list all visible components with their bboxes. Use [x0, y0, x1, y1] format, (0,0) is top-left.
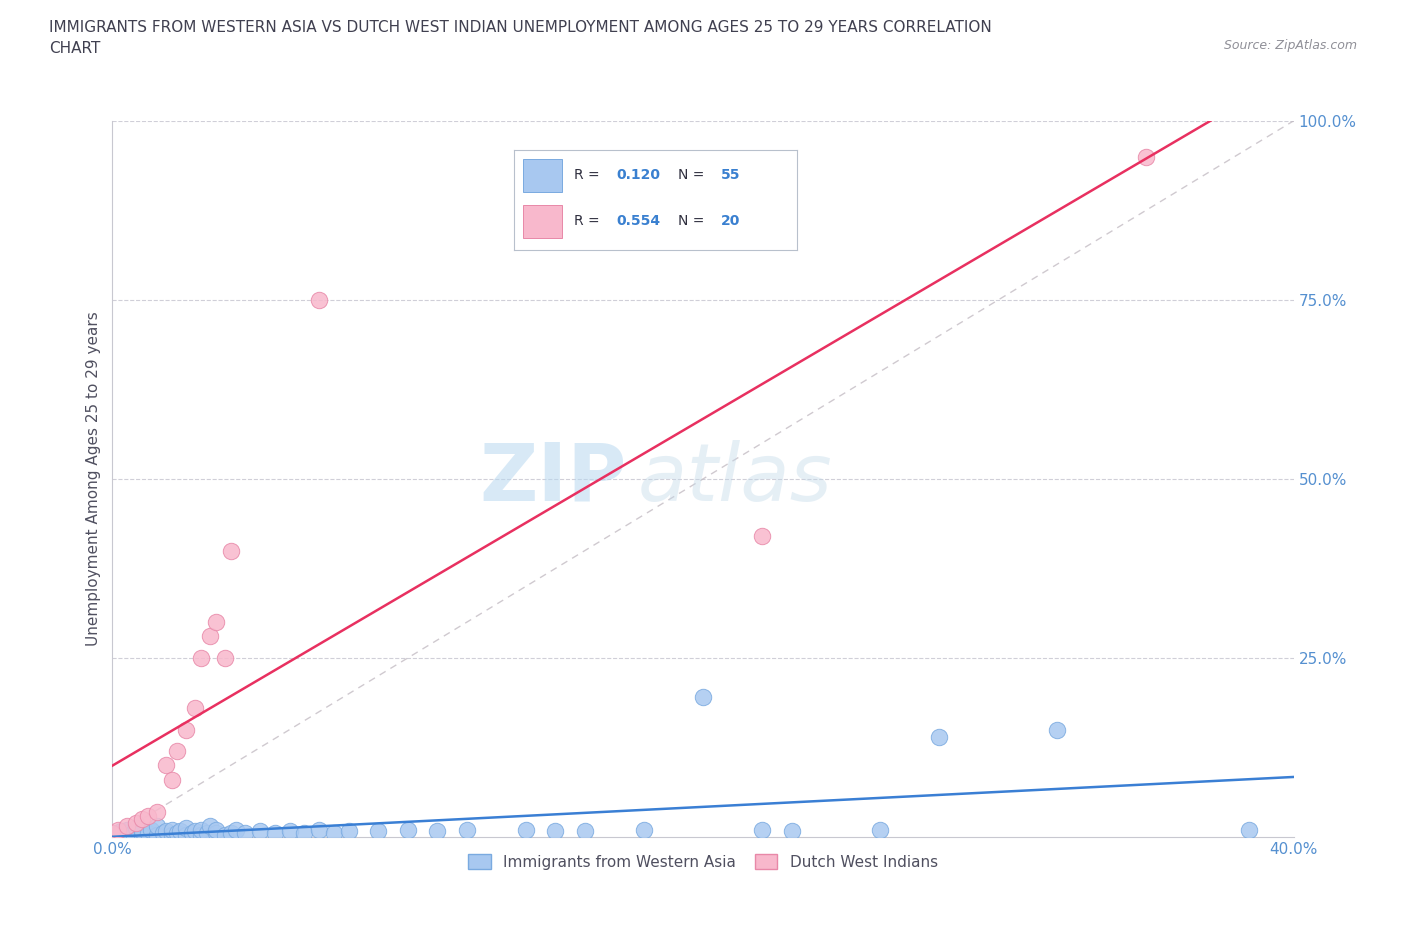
- Point: [190, 828, 212, 843]
- Point: [131, 824, 153, 839]
- Point: [131, 828, 153, 843]
- Point: [278, 824, 301, 839]
- Point: [184, 824, 207, 839]
- Point: [190, 822, 212, 837]
- Point: [190, 651, 212, 666]
- Text: atlas: atlas: [638, 440, 832, 518]
- Point: [1046, 722, 1069, 737]
- Point: [308, 293, 330, 308]
- Point: [292, 826, 315, 841]
- Point: [101, 826, 124, 841]
- Point: [205, 615, 228, 630]
- Point: [155, 758, 177, 773]
- Point: [166, 826, 188, 841]
- Point: [160, 772, 183, 787]
- Point: [122, 826, 145, 841]
- Point: [174, 821, 197, 836]
- Point: [323, 826, 346, 841]
- Point: [125, 821, 148, 836]
- Point: [184, 700, 207, 715]
- Point: [396, 822, 419, 837]
- Point: [160, 828, 183, 843]
- Legend: Immigrants from Western Asia, Dutch West Indians: Immigrants from Western Asia, Dutch West…: [463, 848, 943, 876]
- Point: [249, 824, 271, 839]
- Point: [780, 824, 803, 839]
- Y-axis label: Unemployment Among Ages 25 to 29 years: Unemployment Among Ages 25 to 29 years: [86, 312, 101, 646]
- Point: [181, 826, 204, 841]
- Point: [214, 828, 236, 843]
- Point: [117, 822, 138, 837]
- Text: Source: ZipAtlas.com: Source: ZipAtlas.com: [1223, 39, 1357, 52]
- Text: ZIP: ZIP: [479, 440, 626, 518]
- Point: [308, 822, 330, 837]
- Point: [146, 828, 169, 843]
- Point: [169, 824, 191, 839]
- Point: [264, 826, 287, 841]
- Point: [426, 824, 449, 839]
- Point: [107, 822, 129, 837]
- Point: [117, 818, 138, 833]
- Point: [125, 816, 148, 830]
- Point: [515, 822, 537, 837]
- Point: [205, 822, 228, 837]
- Point: [198, 629, 221, 644]
- Point: [146, 804, 169, 819]
- Point: [692, 690, 714, 705]
- Text: IMMIGRANTS FROM WESTERN ASIA VS DUTCH WEST INDIAN UNEMPLOYMENT AMONG AGES 25 TO : IMMIGRANTS FROM WESTERN ASIA VS DUTCH WE…: [49, 20, 993, 57]
- Point: [1239, 822, 1261, 837]
- Point: [219, 826, 242, 841]
- Point: [751, 529, 773, 544]
- Point: [928, 729, 950, 744]
- Point: [152, 826, 174, 841]
- Point: [456, 822, 478, 837]
- Point: [337, 824, 360, 839]
- Point: [136, 808, 159, 823]
- Point: [225, 822, 247, 837]
- Point: [869, 822, 891, 837]
- Point: [544, 824, 567, 839]
- Point: [160, 822, 183, 837]
- Point: [633, 822, 655, 837]
- Point: [195, 826, 218, 841]
- Point: [174, 722, 197, 737]
- Point: [198, 818, 221, 833]
- Point: [131, 812, 153, 827]
- Point: [233, 826, 256, 841]
- Point: [139, 822, 162, 837]
- Point: [367, 824, 389, 839]
- Point: [1135, 150, 1157, 165]
- Point: [205, 826, 228, 841]
- Point: [219, 543, 242, 558]
- Point: [751, 822, 773, 837]
- Point: [107, 828, 129, 843]
- Point: [101, 826, 124, 841]
- Point: [155, 824, 177, 839]
- Point: [110, 824, 132, 839]
- Point: [146, 818, 169, 833]
- Point: [117, 828, 138, 843]
- Point: [214, 651, 236, 666]
- Point: [136, 826, 159, 841]
- Point: [574, 824, 596, 839]
- Point: [174, 828, 197, 843]
- Point: [166, 744, 188, 759]
